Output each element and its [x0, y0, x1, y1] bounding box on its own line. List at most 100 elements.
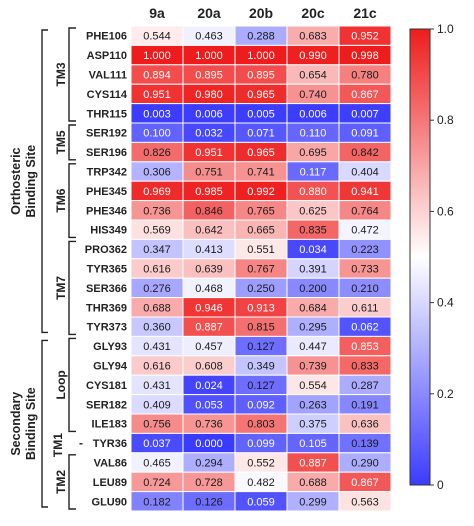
cell-value: 0.625 [299, 205, 327, 217]
cell-value: 1.000 [247, 50, 275, 62]
cell-value: 0.431 [143, 341, 171, 353]
column-header-20c: 20c [301, 5, 325, 21]
cell-value: 0.117 [300, 167, 327, 179]
cell-value: 0.139 [351, 438, 379, 450]
cell-value: 0.263 [299, 399, 327, 411]
cell-value: 0.006 [195, 108, 223, 120]
subgroup-bracket [68, 163, 76, 239]
cell-value: 0.006 [299, 108, 327, 120]
cell-value: 0.764 [351, 205, 379, 217]
cell-value: 0.472 [351, 225, 379, 237]
cell-value: 0.913 [247, 302, 275, 314]
cell-value: 0.998 [351, 50, 379, 62]
row-label: CYS181 [86, 380, 127, 392]
cell-value: 0.099 [247, 438, 275, 450]
cell-value: 0.404 [351, 167, 379, 179]
cell-value: 0.728 [195, 477, 223, 489]
row-label: SER192 [86, 128, 127, 140]
cell-value: 0.853 [351, 341, 379, 353]
subgroup-label: TM1 [51, 433, 65, 457]
cell-value: 0.288 [247, 31, 275, 43]
row-label: PHE345 [86, 186, 127, 198]
cell-value: 0.551 [247, 244, 275, 256]
cell-value: 0.733 [351, 264, 379, 276]
cell-value: 0.299 [299, 496, 327, 508]
cell-value: 0.569 [143, 225, 171, 237]
subgroup-label: Loop [54, 370, 68, 399]
cell-value: 0.611 [352, 302, 379, 314]
colorbar-tick-label: 0 [437, 478, 444, 492]
cell-value: 0.563 [351, 496, 379, 508]
cell-value: 0.544 [143, 31, 171, 43]
group-label-line1: Secondary [9, 392, 23, 456]
cell-value: 0.654 [299, 70, 327, 82]
cell-value: 0.688 [299, 477, 327, 489]
cell-value: 0.032 [195, 128, 223, 140]
group-label-line1: Orthosteric [9, 147, 23, 214]
cell-value: 0.887 [195, 322, 223, 334]
row-label: TYR373 [87, 322, 127, 334]
cell-value: 0.250 [247, 283, 275, 295]
colorbar-tick-label: 0.2 [437, 387, 454, 401]
cell-value: 0.059 [247, 496, 275, 508]
heatmap-cells: 0.544 0.463 0.288 0.683 0.952 1.000 1.000 1.000… [130, 25, 392, 512]
cell-value: 0.985 [195, 186, 223, 198]
subgroup-dash: - [79, 436, 83, 450]
cell-value: 0.287 [351, 380, 379, 392]
cell-value: 0.447 [299, 341, 327, 353]
subgroup-bracket [68, 27, 76, 122]
cell-value: 0.105 [299, 438, 327, 450]
heatmap-cell [338, 491, 392, 512]
cell-value: 0.210 [351, 283, 379, 295]
column-header-9a: 9a [149, 5, 165, 21]
cell-value: 0.751 [195, 167, 223, 179]
cell-value: 1.000 [195, 50, 223, 62]
cell-value: 0.465 [143, 458, 171, 470]
colorbar-tick-label: 0.6 [437, 204, 454, 218]
cell-value: 0.110 [300, 128, 327, 140]
group-bracket [41, 29, 48, 334]
cell-value: 0.126 [195, 496, 223, 508]
cell-value: 0.482 [247, 477, 275, 489]
cell-value: 0.833 [351, 361, 379, 373]
cell-value: 0.688 [143, 302, 171, 314]
cell-value: 0.951 [195, 147, 223, 159]
row-label: CYS114 [87, 89, 128, 101]
cell-value: 1.000 [143, 50, 171, 62]
cell-value: 0.091 [351, 128, 379, 140]
cell-value: 0.037 [143, 438, 171, 450]
cell-value: 0.642 [195, 225, 223, 237]
cell-value: 0.965 [247, 89, 275, 101]
cell-value: 0.887 [299, 458, 327, 470]
cell-value: 0.413 [195, 244, 223, 256]
cell-value: 0.457 [195, 341, 223, 353]
subgroup-label: TM7 [54, 276, 68, 300]
row-label: PHE106 [86, 31, 127, 43]
subgroup-label: TM6 [54, 188, 68, 212]
row-label: PHE346 [86, 205, 127, 217]
cell-value: 0.200 [299, 283, 327, 295]
cell-value: 0.191 [351, 399, 379, 411]
cell-value: 0.306 [143, 167, 171, 179]
cell-value: 0.895 [247, 70, 275, 82]
cell-value: 0.803 [247, 419, 275, 431]
cell-value: 0.952 [351, 31, 379, 43]
cell-value: 0.100 [143, 128, 171, 140]
cell-value: 0.375 [299, 419, 327, 431]
subgroup-label: TM5 [54, 130, 68, 154]
cell-value: 0.736 [195, 419, 223, 431]
subgroup-bracket [68, 454, 76, 510]
cell-value: 0.431 [143, 380, 171, 392]
row-labels: PHE106 ASP110 VAL111 CYS114 THR115 SER192 SER1… [85, 31, 128, 509]
column-header-20a: 20a [197, 5, 221, 21]
cell-value: 0.360 [143, 322, 171, 334]
cell-value: 0.895 [195, 70, 223, 82]
cell-value: 0.552 [247, 458, 275, 470]
row-label: SER366 [86, 283, 127, 295]
cell-value: 0.826 [143, 147, 171, 159]
cell-value: 0.741 [247, 167, 275, 179]
cell-value: 0.965 [247, 147, 275, 159]
cell-value: 0.765 [247, 205, 275, 217]
row-label: VAL111 [89, 70, 127, 82]
